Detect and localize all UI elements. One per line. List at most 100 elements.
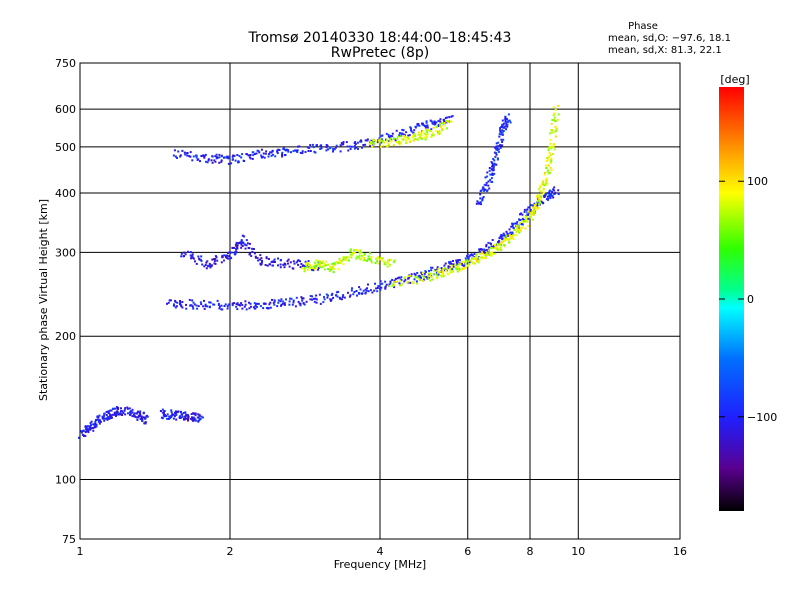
data-point (500, 244, 503, 247)
data-point (485, 243, 488, 246)
data-point (438, 130, 441, 133)
data-point (499, 144, 502, 147)
data-point (519, 213, 521, 216)
data-point (129, 410, 132, 413)
data-point (456, 270, 459, 273)
data-point (521, 213, 524, 216)
data-point (412, 281, 415, 283)
data-point (379, 287, 381, 290)
data-point (389, 140, 392, 143)
data-point (389, 282, 392, 285)
data-point (220, 304, 223, 307)
data-point (241, 304, 244, 306)
data-point (553, 116, 556, 119)
data-point (239, 304, 242, 307)
data-point (492, 167, 495, 169)
data-point (359, 251, 362, 254)
data-point (357, 256, 360, 259)
data-point (369, 289, 372, 292)
data-point (458, 267, 461, 270)
data-point (439, 125, 442, 127)
data-point (529, 216, 531, 219)
data-point (498, 135, 501, 138)
data-point (324, 260, 327, 263)
data-point (502, 232, 505, 235)
data-point (532, 212, 535, 215)
data-point (466, 259, 469, 262)
data-point (396, 277, 399, 280)
data-point (233, 246, 235, 249)
data-point (215, 153, 218, 156)
data-point (393, 286, 396, 289)
data-point (493, 252, 496, 255)
data-point (317, 260, 320, 263)
data-point (325, 149, 328, 152)
data-point (182, 255, 185, 258)
data-point (106, 418, 109, 421)
data-point (418, 124, 421, 127)
data-point (126, 406, 129, 409)
data-point (247, 154, 250, 157)
data-point (87, 428, 90, 431)
data-point (312, 297, 315, 300)
data-point (487, 246, 490, 249)
data-point (179, 155, 182, 158)
data-point (527, 212, 530, 214)
data-point (335, 144, 338, 147)
data-point (264, 264, 267, 266)
data-point (297, 145, 300, 148)
data-point (199, 418, 202, 420)
data-point (508, 119, 511, 122)
data-point (444, 262, 447, 265)
data-point (319, 262, 322, 265)
data-point (499, 130, 502, 133)
data-point (546, 195, 549, 198)
data-point (484, 249, 487, 252)
data-point (492, 169, 495, 172)
data-point (537, 199, 540, 202)
data-point (464, 260, 467, 263)
data-point (249, 154, 252, 156)
data-point (286, 260, 289, 262)
data-point (490, 254, 493, 257)
data-point (238, 155, 241, 158)
data-point (479, 197, 482, 200)
data-point (488, 169, 491, 172)
data-point (490, 177, 493, 180)
data-point (315, 265, 317, 267)
data-point (261, 155, 264, 158)
data-point (353, 291, 356, 293)
data-point (441, 271, 444, 274)
data-point (176, 411, 179, 414)
data-point (208, 262, 211, 265)
data-point (183, 151, 186, 154)
data-point (302, 264, 305, 267)
data-point (499, 129, 501, 132)
data-point (352, 253, 354, 256)
data-point (143, 422, 146, 425)
data-point (305, 263, 307, 266)
data-point (341, 259, 343, 262)
data-point (366, 139, 369, 142)
data-point (190, 257, 193, 260)
data-point (378, 258, 381, 261)
data-point (441, 122, 444, 124)
data-point (427, 277, 430, 280)
y-tick-label: 750 (55, 57, 76, 70)
data-point (292, 150, 295, 153)
data-point (358, 254, 361, 257)
data-point (501, 123, 504, 126)
data-point (436, 125, 438, 128)
data-point (395, 280, 398, 283)
data-point (190, 304, 192, 307)
data-point (142, 411, 145, 414)
data-point (370, 139, 373, 142)
data-point (386, 140, 389, 143)
data-point (466, 262, 469, 265)
data-point (84, 431, 87, 434)
data-point (476, 258, 479, 261)
data-point (368, 258, 371, 260)
data-point (444, 269, 447, 272)
data-point (544, 195, 546, 198)
data-point (271, 150, 274, 153)
